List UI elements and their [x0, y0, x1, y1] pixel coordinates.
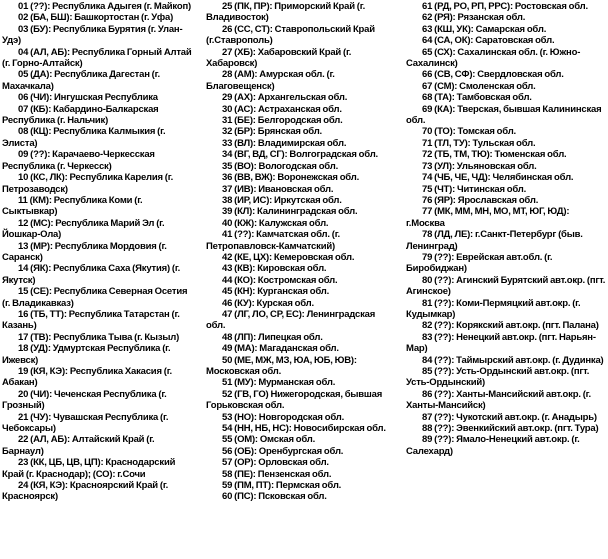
region-entry: 77 (МК, ММ, МН, МО, МТ, ЮГ, ЮД): г.Москв…: [406, 206, 570, 229]
region-entry: 06 (ЧИ): Ингушская Республика: [18, 92, 158, 104]
region-entry: 01 (??): Республика Адыгея (г. Майкоп): [18, 1, 191, 12]
region-entry: 44 (КО): Костромская обл.: [222, 274, 338, 286]
region-entry: 40 (КЖ): Калужская обл.: [222, 217, 329, 229]
region-entry: 79 (??): Еврейская авт.обл. (г. Биробидж…: [406, 251, 553, 275]
region-entry: 75 (ЧТ): Читинская обл.: [422, 183, 527, 195]
region-entry: 11 (КМ): Республика Коми (г. Сыктывкар): [2, 194, 143, 218]
region-entry: 83 (??): Ненецкий авт.окр. (пгт. Нарьян-…: [406, 331, 596, 355]
region-entry: 03 (БУ): Республика Бурятия (г. Улан-Удэ…: [2, 23, 183, 47]
region-entry: 31 (БЕ): Белгородская обл.: [222, 115, 343, 127]
region-entry: 37 (ИВ): Ивановская обл.: [222, 183, 334, 195]
region-entry: 34 (ВГ, ВД, СГ): Волгоградская обл.: [222, 149, 378, 161]
region-entry: 36 (ВВ, ВЖ): Воронежская обл.: [222, 172, 360, 184]
region-entry: 13 (МР): Республика Мордовия (г. Саранск…: [2, 240, 167, 263]
region-entry: 51 (МУ): Мурманская обл.: [222, 377, 336, 389]
region-entry: 80 (??): Агинский Бурятский авт.окр. (пг…: [406, 274, 606, 298]
text-column-1: 01 (??): Республика Адыгея (г. Майкоп) 02…: [0, 0, 200, 559]
region-entry: 78 (ЛД, ЛЕ): г.Санкт-Петербург (быв. Лен…: [406, 229, 583, 252]
region-entry: 27 (ХБ): Хабаровский Край (г. Хабаровск): [206, 46, 352, 70]
region-entry: 29 (АХ): Архангельская обл.: [222, 92, 348, 104]
region-entry: 50 (МЕ, МЖ, МЗ, ЮА, ЮБ, ЮВ): Московская …: [206, 354, 357, 377]
region-entry: 73 (УЛ): Ульяновская обл.: [422, 160, 537, 172]
region-entry: 12 (МС): Республика Марий Эл (г. Йошкар-…: [2, 217, 165, 241]
region-entry: 17 (ТВ): Республика Тыва (г. Кызыл): [18, 331, 180, 343]
region-entry: 46 (КУ): Курская обл.: [222, 297, 314, 309]
region-entry: 76 (ЯР): Ярославская обл.: [422, 194, 539, 206]
region-entry: 41 (??): Камчатская обл. (г. Петропавлов…: [206, 229, 340, 252]
region-entry: 04 (АЛ, АБ): Республика Горный Алтай (г.…: [2, 46, 192, 70]
region-entry: 25 (ПК, ПР): Приморский Край (г. Владиво…: [206, 1, 366, 24]
region-entry: 07 (КБ): Кабардино-Балкарская Республика…: [2, 103, 159, 127]
region-entry: 45 (КН): Курганская обл.: [222, 286, 330, 298]
region-entry: 86 (??): Ханты-Мансийский авт.окр. (г. Х…: [406, 388, 591, 412]
region-entry: 24 (КЯ, КЭ): Красноярский Край (г. Красн…: [2, 480, 169, 503]
region-entry: 56 (ОБ): Оренбургская обл.: [222, 445, 344, 457]
region-entry: 58 (ПЕ): Пензенская обл.: [222, 468, 332, 480]
region-entry: 16 (ТБ, ТТ): Республика Татарстан (г. Ка…: [2, 308, 180, 332]
region-entry: 49 (МА): Магаданская обл.: [222, 343, 339, 355]
region-entry: 81 (??): Коми-Пермяцкий авт.окр. (г. Куд…: [406, 297, 581, 320]
region-entry: 68 (ТА): Тамбовская обл.: [422, 92, 532, 104]
region-entry: 88 (??): Эвенкийский авт.окр. (пгт. Тура…: [422, 423, 599, 435]
region-entry: 61 (РД, РО, РП, РРС): Ростовская обл.: [422, 1, 588, 12]
region-entry: 71 (ТЛ, ТУ): Тульская обл.: [422, 137, 536, 149]
region-entry: 84 (??): Таймырский авт.окр. (г. Дудинка…: [422, 354, 604, 366]
region-entry: 85 (??): Усть-Ордынский авт.окр. (пгт. У…: [406, 366, 590, 389]
region-entry: 63 (КШ, УК): Самарская обл.: [422, 23, 547, 35]
region-entry: 67 (СМ): Смоленская обл.: [422, 80, 536, 92]
region-entry: 18 (УД): Удмуртская Республика (г. Ижевс…: [2, 343, 171, 366]
region-entry: 28 (АМ): Амурская обл. (г. Благовещенск): [206, 69, 335, 92]
region-entry: 55 (ОМ): Омская обл.: [222, 434, 316, 446]
region-entry: 20 (ЧИ): Чеченская Республика (г. Грозны…: [2, 388, 167, 412]
region-entry: 21 (ЧУ): Чувашская Республика (г. Чебокс…: [2, 411, 169, 435]
region-entry: 64 (СА, ОК): Саратовская обл.: [422, 35, 555, 47]
region-entry: 54 (НН, НБ, НС): Новосибирская обл.: [222, 423, 386, 435]
text-column-2: 25 (ПК, ПР): Приморский Край (г. Владиво…: [200, 0, 400, 559]
region-entry: 35 (ВО): Вологодская обл.: [222, 160, 339, 172]
region-entry: 14 (ЯК): Республика Саха (Якутия) (г. Як…: [2, 263, 181, 286]
region-entry: 10 (КС, ЛК): Республика Карелия (г. Петр…: [2, 172, 174, 195]
region-entry: 43 (КВ): Кировская обл.: [222, 263, 327, 275]
region-entry: 82 (??): Корякский авт.окр. (пгт. Палана…: [422, 320, 599, 332]
region-entry: 32 (БР): Брянская обл.: [222, 126, 323, 138]
region-entry: 59 (ПМ, ПТ): Пермская обл.: [222, 480, 342, 492]
region-entry: 62 (РЯ): Рязанская обл.: [422, 12, 526, 24]
text-column-3: 61 (РД, РО, РП, РРС): Ростовская обл. 62 …: [400, 0, 608, 559]
region-entry: 69 (КА): Тверская, бывшая Калининская об…: [406, 103, 602, 127]
region-entry: 15 (СЕ): Республика Северная Осетия (г. …: [2, 286, 188, 309]
region-entry: 89 (??): Ямало-Ненецкий авт.окр. (г. Сал…: [406, 434, 580, 457]
region-entry: 87 (??): Чукотский авт.окр. (г. Анадырь): [422, 411, 597, 423]
region-entry: 53 (НО): Новгородская обл.: [222, 411, 345, 423]
region-entry: 39 (КЛ): Калининградская обл.: [222, 206, 358, 218]
region-entry: 66 (СВ, СФ): Свердловская обл.: [422, 69, 564, 81]
region-entry: 19 (КЯ, КЭ): Республика Хакасия (г. Абак…: [2, 366, 172, 389]
region-entry: 26 (СС, СТ): Ставропольский Край (г.Став…: [206, 23, 375, 47]
region-entry: 70 (ТО): Томская обл.: [422, 126, 516, 138]
region-entry: 47 (ЛГ, ЛО, СР, ЕС): Ленинградская обл.: [206, 308, 376, 332]
region-entry: 42 (КЕ, ЦХ): Кемеровская обл.: [222, 251, 355, 263]
region-entry: 33 (ВЛ): Владимирская обл.: [222, 137, 347, 149]
region-entry: 05 (ДА): Республика Дагестан (г. Махачка…: [2, 69, 160, 92]
region-entry: 52 (ГВ, ГО) Нижегородская, бывшая Горько…: [206, 388, 383, 412]
region-entry: 72 (ТБ, ТМ, ТЮ): Тюменская обл.: [422, 149, 567, 161]
region-entry: 65 (СХ): Сахалинская обл. (г. Южно-Сахал…: [406, 46, 581, 70]
region-entry: 57 (ОР): Орловская обл.: [222, 457, 329, 469]
region-entry: 23 (КК, ЦБ, ЦВ, ЦП): Краснодарский Край …: [2, 457, 176, 480]
region-entry: 30 (АС): Астраханская обл.: [222, 103, 342, 115]
region-entry: 74 (ЧБ, ЧЕ, ЧД): Челябинская обл.: [422, 172, 574, 184]
region-entry: 02 (БА, БШ): Башкортостан (г. Уфа): [18, 12, 174, 24]
region-entry: 08 (КЦ): Республика Калмыкия (г. Элиста): [2, 126, 166, 149]
region-entry: 09 (??): Карачаево-Черкесская Республика…: [2, 149, 155, 172]
region-entry: 22 (АЛ, АБ): Алтайский Край (г. Барнаул): [2, 434, 155, 457]
region-entry: 38 (ИР, ИС): Иркутская обл.: [222, 194, 342, 206]
region-entry: 60 (ПС): Псковская обл.: [222, 491, 327, 503]
region-entry: 48 (ЛП): Липецкая обл.: [222, 331, 323, 343]
